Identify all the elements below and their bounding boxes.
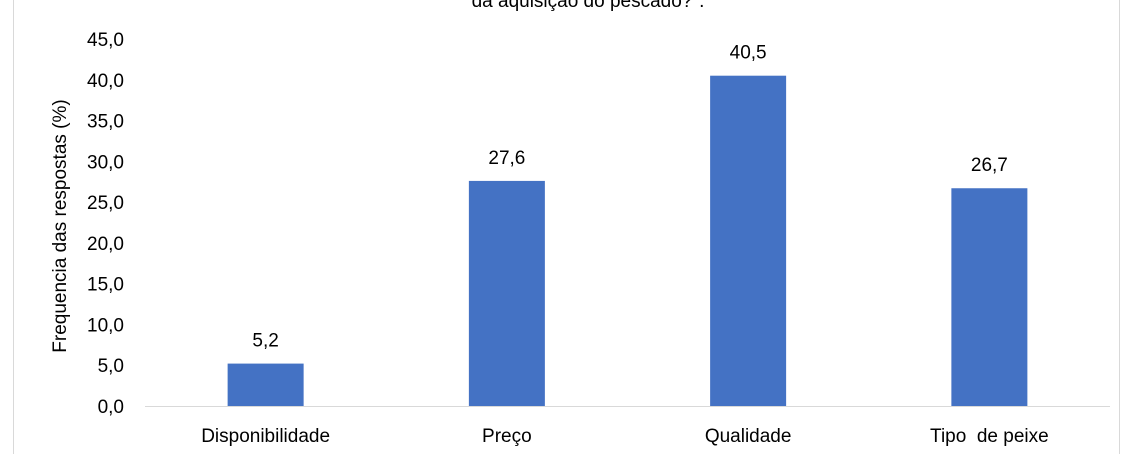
data-label: 26,7 [971, 155, 1008, 176]
data-label: 40,5 [730, 43, 767, 64]
y-tick-label: 25,0 [87, 193, 124, 214]
y-tick-label: 40,0 [87, 71, 124, 92]
x-tick-label: Disponibilidade [201, 426, 330, 447]
x-axis-ticks: Disponibilidade Preço Qualidade Tipo de pei… [201, 426, 1049, 447]
y-tick-label: 15,0 [87, 275, 124, 296]
bars [227, 75, 1028, 406]
chart-frame [13, 0, 1120, 454]
x-tick-label: Qualidade [705, 426, 792, 447]
data-labels: 5,2 27,6 40,5 26,7 [252, 43, 1007, 352]
y-tick-label: 35,0 [87, 112, 124, 133]
y-tick-label: 30,0 [87, 152, 124, 173]
y-tick-label: 10,0 [87, 315, 124, 336]
y-tick-label: 45,0 [87, 30, 124, 51]
y-tick-label: 5,0 [98, 356, 124, 377]
data-label: 27,6 [488, 148, 525, 169]
bar [468, 180, 545, 406]
bar [227, 363, 304, 406]
y-tick-label: 0,0 [98, 397, 124, 418]
chart-title: da aquisição do pescado?". [472, 0, 705, 12]
y-axis-title: Frequencia das respostas (%) [50, 99, 71, 352]
x-tick-label: Preço [482, 426, 532, 447]
x-tick-label: Tipo de peixe [930, 426, 1049, 447]
y-tick-label: 20,0 [87, 234, 124, 255]
y-axis-ticks: 0,0 5,0 10,0 15,0 20,0 25,0 30,0 35,0 40,0 45,0 [87, 30, 124, 418]
data-label: 5,2 [252, 331, 278, 352]
bar [710, 75, 787, 406]
bar [951, 188, 1028, 406]
